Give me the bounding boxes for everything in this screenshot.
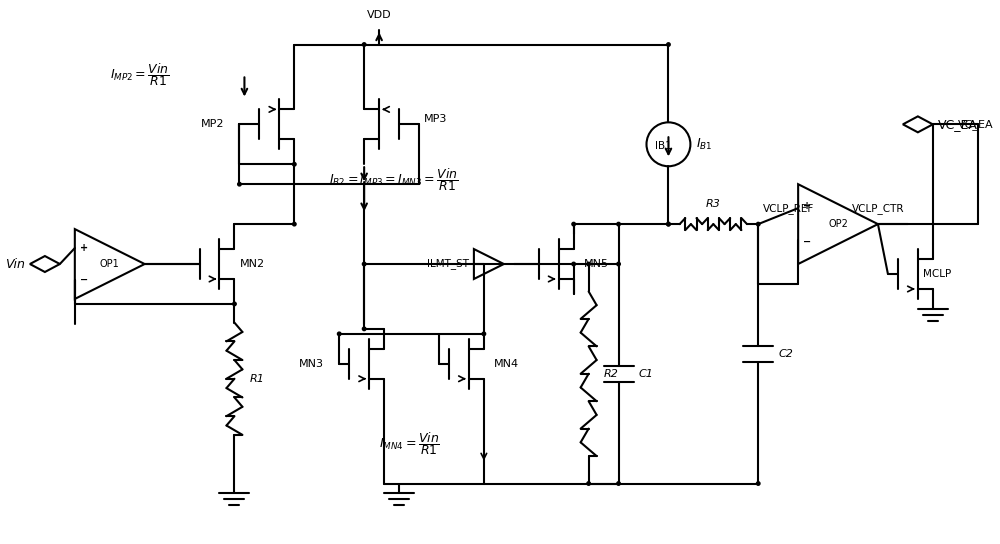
Circle shape [233, 302, 236, 306]
Text: MP3: MP3 [424, 114, 447, 125]
Circle shape [667, 222, 670, 226]
Circle shape [617, 262, 620, 266]
Circle shape [587, 262, 590, 266]
Circle shape [572, 222, 575, 226]
Text: MCLP: MCLP [923, 269, 951, 279]
Circle shape [362, 262, 366, 266]
Text: ILMT_ST: ILMT_ST [427, 258, 469, 269]
Circle shape [362, 43, 366, 46]
Text: R2: R2 [604, 369, 618, 379]
Text: OP1: OP1 [100, 259, 120, 269]
Circle shape [293, 222, 296, 226]
Text: MN2: MN2 [239, 259, 265, 269]
Text: $I_{B1}$: $I_{B1}$ [696, 137, 713, 152]
Text: VDD: VDD [367, 10, 391, 20]
Text: −: − [80, 275, 88, 285]
Text: Vin: Vin [5, 257, 25, 270]
Text: +: + [803, 201, 811, 211]
Text: MP2: MP2 [201, 119, 224, 129]
Text: OP2: OP2 [828, 219, 848, 229]
Circle shape [572, 262, 575, 266]
Text: −: − [803, 237, 811, 247]
Circle shape [362, 327, 366, 331]
Text: MN5: MN5 [584, 259, 609, 269]
Text: +: + [80, 243, 88, 254]
Circle shape [756, 482, 760, 485]
Text: VC_EA: VC_EA [958, 119, 993, 130]
Circle shape [617, 482, 620, 485]
Circle shape [617, 222, 620, 226]
Text: IB1: IB1 [655, 141, 672, 151]
Text: R3: R3 [706, 199, 721, 209]
Circle shape [756, 222, 760, 226]
Text: $I_{B2}=I_{MP3}=I_{MN3}=\dfrac{Vin}{R1}$: $I_{B2}=I_{MP3}=I_{MN3}=\dfrac{Vin}{R1}$ [329, 166, 459, 193]
Text: R1: R1 [249, 374, 264, 384]
Text: $I_{MP2}=\dfrac{Vin}{R1}$: $I_{MP2}=\dfrac{Vin}{R1}$ [110, 61, 169, 88]
Text: VC_EA: VC_EA [938, 118, 978, 131]
Text: VCLP_CTR: VCLP_CTR [852, 203, 904, 214]
Text: C1: C1 [639, 369, 653, 379]
Text: C2: C2 [778, 349, 793, 359]
Text: MN3: MN3 [299, 359, 324, 369]
Circle shape [293, 163, 296, 166]
Circle shape [667, 222, 670, 226]
Circle shape [667, 43, 670, 46]
Circle shape [337, 332, 341, 336]
Circle shape [482, 332, 486, 336]
Text: MN4: MN4 [494, 359, 519, 369]
Text: VCLP_REF: VCLP_REF [763, 203, 814, 214]
Circle shape [587, 482, 590, 485]
Circle shape [238, 182, 241, 186]
Text: $I_{MN4}=\dfrac{Vin}{R1}$: $I_{MN4}=\dfrac{Vin}{R1}$ [379, 430, 440, 457]
